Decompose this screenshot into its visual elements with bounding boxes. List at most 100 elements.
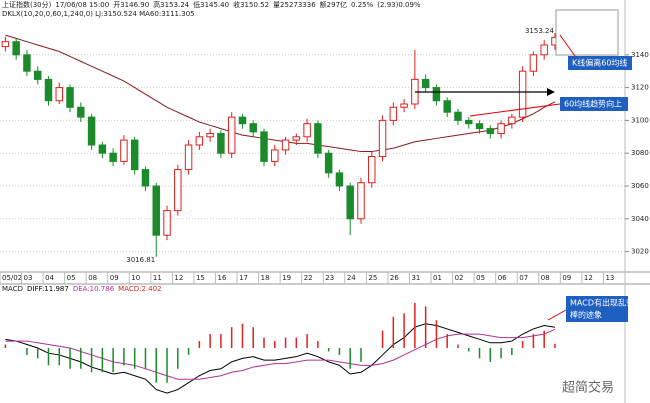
candle-body	[443, 100, 451, 113]
candle-body	[77, 106, 85, 118]
x-tick-label: 15	[196, 274, 205, 282]
x-tick-label: 16	[218, 274, 227, 282]
x-tick-label: 01	[433, 274, 442, 282]
candle-body	[260, 131, 268, 162]
candle-body	[217, 133, 225, 154]
x-tick-label: 02	[455, 274, 464, 282]
callout	[568, 56, 632, 70]
candle-body	[227, 116, 236, 154]
x-tick-label: 13	[605, 274, 614, 282]
candle-body	[281, 139, 290, 151]
y-tick-label: 3040	[631, 215, 649, 223]
x-tick-label: 08	[541, 274, 550, 282]
candle-body	[87, 116, 96, 146]
x-tick-label: 05	[67, 274, 76, 282]
candle-body	[508, 116, 516, 125]
x-tick-label: 31	[411, 274, 420, 282]
x-tick-label: 11	[153, 274, 162, 282]
legend-value: :11.987	[42, 285, 69, 293]
x-tick-label: 22	[304, 274, 313, 282]
legend-value: :10.786	[87, 285, 114, 293]
x-tick-label: 24	[347, 274, 356, 282]
candle-body	[486, 128, 495, 135]
x-tick-label: 04	[45, 274, 54, 282]
header-item: 高3153.24	[153, 0, 189, 9]
y-tick-label: 3060	[631, 182, 649, 190]
candle-body	[335, 172, 344, 187]
arrow-head	[547, 88, 555, 96]
candle-body	[195, 136, 204, 146]
candle-body	[518, 70, 527, 118]
header-item: 17/06/08 15:00	[55, 1, 109, 9]
y-tick-label: 3140	[631, 51, 649, 59]
candle-body	[540, 44, 548, 56]
low-label: 3016.81	[126, 256, 155, 264]
candle-body	[174, 169, 182, 212]
candle-body	[292, 136, 301, 141]
y-tick-label: 3120	[631, 84, 649, 92]
y-tick-label: 3100	[631, 116, 649, 124]
header-item: 0.25%	[351, 1, 374, 9]
x-tick-label: 12	[174, 274, 183, 282]
candle-body	[44, 78, 53, 102]
candle-body	[55, 87, 63, 102]
legend-name: DEA	[73, 285, 88, 293]
x-tick-label: 07	[519, 274, 528, 282]
macd-line	[5, 328, 556, 380]
header: 上证指数(30分) 17/06/08 15:00 开3146.90 高3153.24 低…	[2, 0, 421, 9]
candle-body	[378, 119, 387, 157]
header-item: 额297亿	[320, 0, 347, 9]
candle-body	[206, 133, 214, 138]
candle-body	[432, 87, 441, 102]
candle-body	[66, 87, 74, 108]
x-tick-label: 05/02	[2, 274, 22, 282]
candle-body	[314, 123, 322, 154]
candle-body	[421, 78, 430, 89]
candle-body	[475, 123, 484, 130]
candle-body	[529, 54, 538, 72]
candle-body	[98, 144, 107, 154]
candle-body	[120, 139, 128, 162]
candle-body	[346, 185, 354, 220]
x-tick-label: 23	[325, 274, 334, 282]
ma-line	[5, 34, 556, 153]
x-tick-label: 25	[368, 274, 377, 282]
x-tick-label: 19	[282, 274, 291, 282]
title: MACD	[2, 285, 23, 293]
subtitle: DKLX(10,20,0,60,1,240,0) LJ:3150.524 MA6…	[2, 10, 195, 18]
legend-name: MACD	[118, 285, 139, 293]
title: 上证指数(30分)	[2, 0, 52, 9]
y-tick-label: 3020	[631, 248, 649, 256]
x-tick-label: 12	[584, 274, 593, 282]
arrow	[469, 103, 561, 117]
legend-value: :2.402	[139, 285, 161, 293]
candle-body	[33, 70, 42, 80]
candle-body	[454, 111, 462, 121]
header-item: 低3145.40	[193, 0, 229, 9]
candle-body	[152, 185, 160, 236]
x-tick-label: 17	[239, 274, 248, 282]
annotation: MACD有出现乱空	[570, 298, 634, 308]
header-item: 开3146.90	[113, 1, 149, 9]
callout	[560, 97, 628, 111]
watermark: 超简交易	[562, 380, 614, 396]
x-tick-label: 18	[261, 274, 270, 282]
callout	[566, 296, 628, 322]
candle-body	[389, 106, 398, 121]
candle-body	[130, 139, 139, 171]
candle-body	[238, 116, 247, 125]
x-tick-label: 03	[24, 274, 33, 282]
arrow	[547, 309, 567, 321]
candle-body	[249, 123, 257, 133]
candle-body	[400, 103, 408, 108]
candle-body	[303, 123, 311, 138]
y-tick-label: 3080	[631, 149, 649, 157]
level-box	[555, 9, 619, 56]
x-tick-label: 05	[476, 274, 485, 282]
candle-body	[163, 210, 171, 236]
x-tick-label: 06	[498, 274, 507, 282]
high-label: 3153.24	[525, 27, 554, 35]
x-tick-label: 09	[562, 274, 571, 282]
header-item: (2.93)0.09%	[377, 1, 421, 9]
candle-body	[141, 169, 150, 187]
